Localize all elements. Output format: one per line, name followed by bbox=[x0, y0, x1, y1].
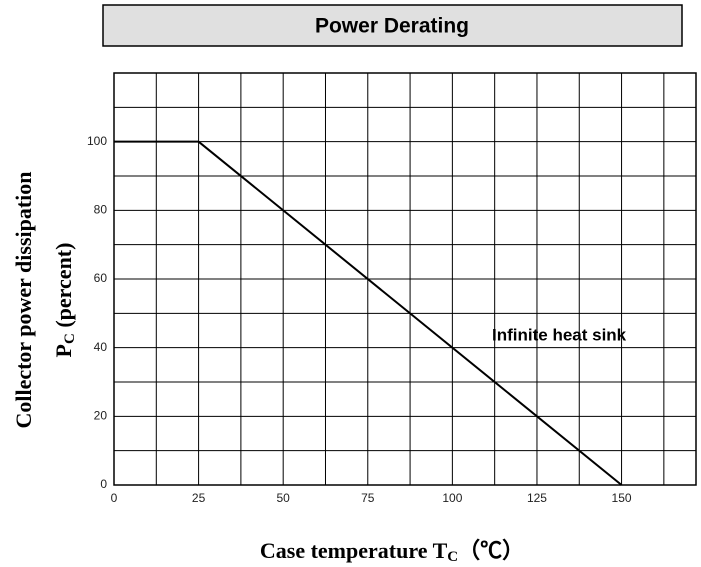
y-tick-label: 40 bbox=[94, 340, 108, 354]
title-box bbox=[102, 4, 683, 47]
y-label-rest: (percent) bbox=[51, 243, 76, 334]
plot-frame bbox=[113, 72, 697, 486]
y-tick-label: 0 bbox=[100, 477, 107, 491]
y-label-sub: C bbox=[62, 333, 78, 344]
series-label: Infinite heat sink bbox=[492, 325, 627, 344]
y-label-main: P bbox=[51, 344, 76, 357]
x-tick-label: 0 bbox=[111, 491, 118, 505]
x-axis-label: Case temperature TC（℃） bbox=[260, 538, 524, 565]
y-tick-label: 80 bbox=[94, 203, 108, 217]
chart-title: Power Derating bbox=[315, 15, 469, 38]
y-tick-label: 20 bbox=[94, 409, 108, 423]
line bbox=[114, 140, 623, 486]
y-tick-label: 60 bbox=[94, 271, 108, 285]
x-label-unit: （℃） bbox=[458, 538, 524, 563]
x-label-sub: C bbox=[447, 549, 458, 565]
y-tick-label: 100 bbox=[87, 134, 107, 148]
y-axis-label: Collector power dissipation bbox=[11, 171, 36, 428]
x-tick-label: 100 bbox=[442, 491, 462, 505]
y-axis-label-2: PC (percent) bbox=[51, 243, 78, 358]
x-tick-label: 75 bbox=[361, 491, 375, 505]
x-tick-label: 50 bbox=[277, 491, 291, 505]
x-tick-label: 25 bbox=[192, 491, 206, 505]
x-label-main: Case temperature T bbox=[260, 538, 448, 563]
x-tick-label: 125 bbox=[527, 491, 547, 505]
x-tick-label: 150 bbox=[612, 491, 632, 505]
